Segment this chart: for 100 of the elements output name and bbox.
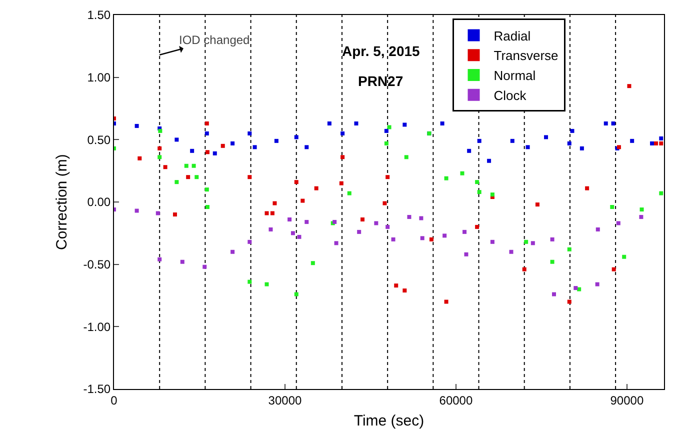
point — [522, 267, 526, 272]
point — [248, 240, 252, 244]
point — [477, 138, 482, 143]
point — [192, 164, 196, 168]
point — [268, 227, 273, 232]
point — [524, 240, 528, 244]
point — [354, 121, 358, 126]
point — [194, 175, 199, 180]
x-tick-label: 0 — [110, 393, 118, 408]
point — [357, 230, 362, 234]
point — [394, 284, 398, 288]
point — [487, 158, 492, 163]
point — [402, 288, 407, 293]
point — [420, 236, 424, 240]
point — [404, 155, 408, 160]
point — [574, 286, 578, 290]
legend-label: Radial — [494, 28, 531, 44]
point — [310, 261, 315, 266]
point — [627, 84, 632, 88]
point — [304, 145, 309, 150]
point — [205, 204, 210, 209]
point — [429, 237, 434, 242]
point — [464, 252, 468, 256]
y-tick-label: -1.50 — [83, 382, 111, 396]
point — [650, 141, 654, 146]
point — [475, 180, 480, 184]
point — [616, 221, 620, 226]
point — [595, 282, 600, 286]
point — [138, 156, 142, 160]
point — [611, 121, 616, 126]
legend-label: Normal — [494, 68, 536, 84]
point — [596, 227, 600, 232]
point — [639, 214, 644, 219]
point — [134, 124, 139, 128]
point — [290, 231, 295, 236]
point — [297, 234, 302, 239]
point — [158, 128, 162, 133]
point — [340, 131, 345, 136]
point — [544, 135, 548, 140]
point — [248, 280, 252, 284]
point — [272, 201, 277, 206]
point — [374, 221, 378, 226]
legend-label: Clock — [494, 88, 527, 103]
point — [535, 202, 540, 206]
x-tick-label: 60000 — [439, 393, 473, 408]
y-tick-label: 1.00 — [87, 70, 111, 85]
point — [158, 146, 162, 150]
point — [327, 121, 332, 126]
point — [407, 214, 412, 219]
annotation: IOD changed — [179, 33, 250, 47]
point — [186, 175, 190, 180]
point — [467, 148, 472, 153]
point — [444, 300, 448, 304]
point — [202, 264, 207, 269]
point — [550, 237, 554, 242]
point — [334, 241, 338, 246]
point — [264, 282, 269, 286]
point — [174, 180, 179, 184]
point — [264, 211, 269, 216]
x-axis-title: Time (sec) — [354, 412, 424, 430]
point — [304, 220, 309, 224]
point — [294, 180, 298, 184]
y-tick-label: 0.50 — [87, 132, 111, 147]
point — [158, 257, 162, 262]
point — [360, 217, 364, 222]
point — [174, 138, 179, 142]
y-axis-title: Correction (m) — [53, 154, 70, 250]
point — [402, 122, 407, 127]
point — [490, 240, 494, 244]
point — [270, 211, 274, 216]
point — [163, 165, 168, 170]
y-tick-label: -0.50 — [83, 258, 111, 272]
point — [640, 207, 644, 212]
point — [190, 148, 194, 153]
point — [172, 212, 177, 216]
point — [300, 198, 305, 203]
point — [630, 138, 634, 143]
point — [384, 128, 388, 133]
point — [339, 181, 344, 186]
point — [490, 192, 494, 197]
point — [204, 121, 209, 126]
point — [510, 138, 514, 143]
point — [659, 141, 664, 146]
point — [577, 287, 582, 292]
annotation: PRN27 — [358, 73, 404, 89]
point — [442, 234, 447, 238]
point — [180, 260, 184, 264]
point — [526, 145, 530, 150]
point — [205, 150, 210, 154]
point — [460, 171, 464, 176]
point — [340, 155, 345, 160]
point — [509, 250, 514, 254]
point — [274, 138, 278, 143]
point — [252, 145, 257, 150]
point — [570, 128, 574, 133]
point — [462, 230, 467, 234]
point — [294, 292, 298, 296]
point — [230, 141, 235, 146]
point — [622, 254, 626, 259]
point — [604, 121, 608, 126]
